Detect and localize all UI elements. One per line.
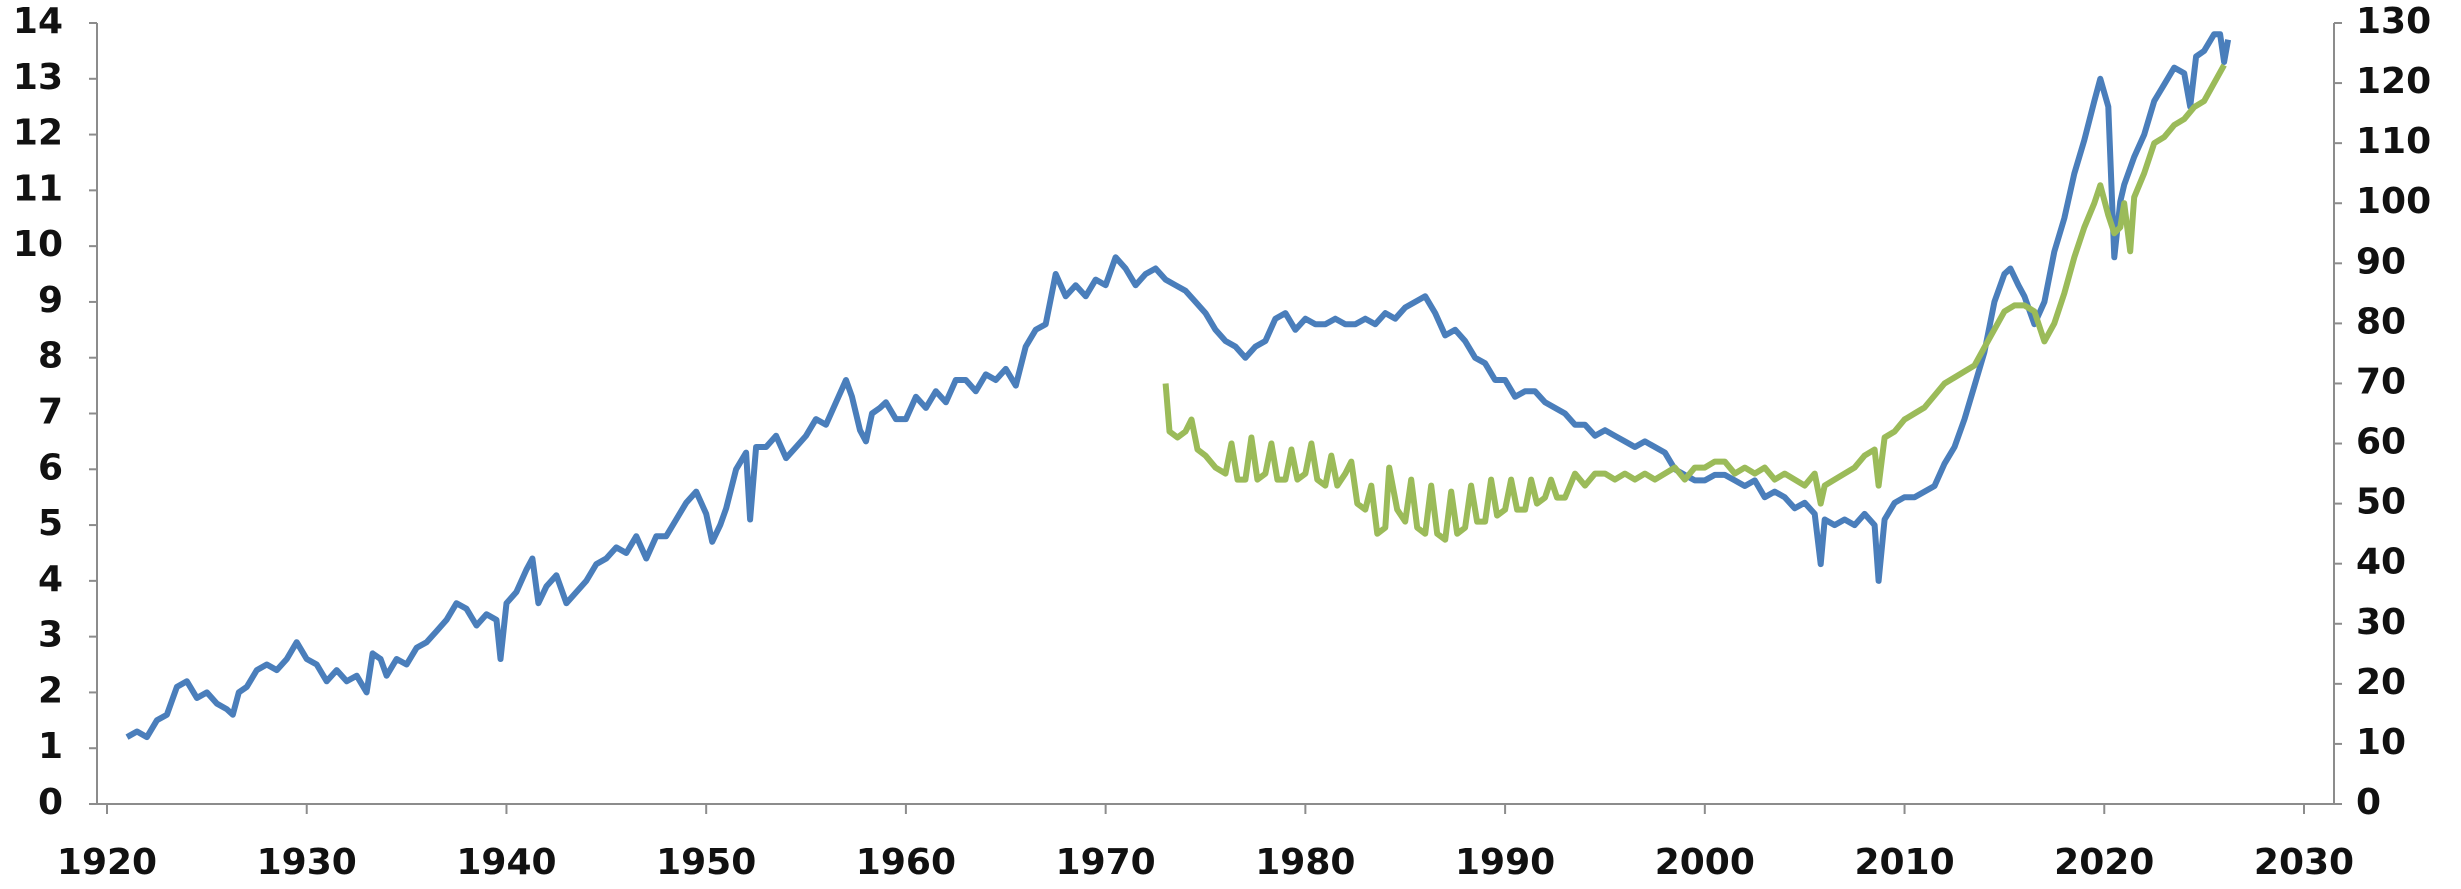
x-tick-label: 1980	[1255, 842, 1355, 883]
y2-tick-label: 80	[2356, 301, 2406, 342]
y-tick-label: 12	[13, 113, 63, 154]
y-tick-label: 3	[38, 615, 63, 656]
y-tick-label: 4	[38, 559, 63, 600]
y2-tick-label: 30	[2356, 602, 2406, 643]
y-tick-label: 11	[13, 168, 63, 209]
x-tick-label: 1960	[856, 842, 956, 883]
y2-tick-label: 50	[2356, 482, 2406, 523]
y2-tick-label: 0	[2356, 782, 2381, 823]
x-tick-label: 2020	[2054, 842, 2154, 883]
y2-tick-label: 110	[2356, 121, 2431, 162]
y-tick-label: 8	[38, 336, 63, 377]
y2-tick-label: 120	[2356, 61, 2431, 102]
y-tick-label: 7	[38, 392, 63, 433]
x-tick-label: 2000	[1655, 842, 1755, 883]
y-tick-label: 0	[38, 782, 63, 823]
y-tick-label: 10	[13, 224, 63, 265]
y-tick-label: 2	[38, 670, 63, 711]
x-tick-label: 2010	[1854, 842, 1954, 883]
y2-tick-label: 130	[2356, 1, 2431, 42]
y-tick-label: 5	[38, 503, 63, 544]
data-line	[1162, 63, 2227, 543]
x-tick-label: 1920	[57, 842, 157, 883]
y2-tick-label: 90	[2356, 241, 2406, 282]
y-tick-label: 1	[38, 726, 63, 767]
y-tick-label: 14	[13, 1, 63, 42]
y-tick-label: 6	[38, 447, 63, 488]
y2-tick-label: 60	[2356, 422, 2406, 463]
x-tick-label: 1970	[1056, 842, 1156, 883]
y2-tick-label: 40	[2356, 542, 2406, 583]
y2-tick-label: 10	[2356, 722, 2406, 763]
y-tick-label: 9	[38, 280, 63, 321]
x-tick-label: 1940	[456, 842, 556, 883]
x-tick-label: 1930	[257, 842, 357, 883]
x-tick-label: 2030	[2254, 842, 2354, 883]
y2-tick-label: 70	[2356, 361, 2406, 402]
y2-tick-label: 20	[2356, 662, 2406, 703]
x-tick-label: 1950	[656, 842, 756, 883]
y2-tick-label: 100	[2356, 181, 2431, 222]
data-line	[125, 31, 2232, 741]
x-tick-label: 1990	[1455, 842, 1555, 883]
y-tick-label: 13	[13, 57, 63, 98]
